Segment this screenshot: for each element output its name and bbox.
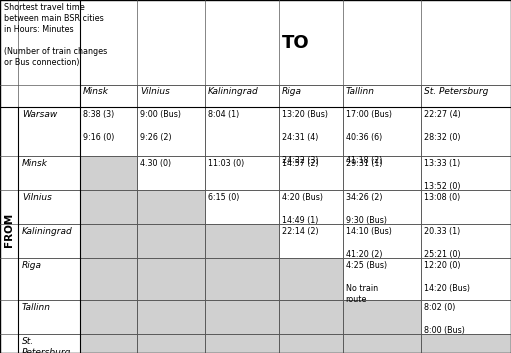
Bar — [421, 107, 511, 156]
Bar — [342, 85, 421, 107]
Text: 8:04 (1): 8:04 (1) — [207, 110, 239, 119]
Bar — [137, 107, 205, 156]
Text: Minsk: Minsk — [83, 87, 109, 96]
Bar — [137, 334, 205, 353]
Bar — [80, 224, 137, 258]
Bar — [18, 156, 80, 190]
Text: 13:33 (1)

13:52 (0): 13:33 (1) 13:52 (0) — [424, 159, 461, 191]
Text: 14:57 (2): 14:57 (2) — [282, 159, 319, 168]
Bar — [342, 190, 421, 224]
Bar — [342, 107, 421, 156]
Bar — [342, 258, 421, 300]
Bar — [205, 258, 279, 300]
Bar — [0, 107, 18, 353]
Bar — [80, 258, 137, 300]
Bar — [205, 334, 279, 353]
Text: 8:02 (0)

8:00 (Bus): 8:02 (0) 8:00 (Bus) — [424, 304, 465, 335]
Text: FROM: FROM — [4, 213, 14, 247]
Text: Kaliningrad: Kaliningrad — [22, 227, 73, 236]
Bar — [342, 224, 421, 258]
Bar — [205, 85, 279, 107]
Bar — [137, 190, 205, 224]
Text: 4:25 (Bus)

No train
route: 4:25 (Bus) No train route — [345, 261, 387, 304]
Text: 17:00 (Bus)

40:36 (6)

41:18 (2): 17:00 (Bus) 40:36 (6) 41:18 (2) — [345, 110, 391, 165]
Bar — [279, 190, 342, 224]
Bar — [18, 107, 80, 156]
Bar — [421, 334, 511, 353]
Bar — [421, 258, 511, 300]
Text: 8:38 (3)

9:16 (0): 8:38 (3) 9:16 (0) — [83, 110, 114, 142]
Bar — [279, 258, 342, 300]
Bar — [18, 224, 80, 258]
Bar — [80, 0, 511, 85]
Text: Vilnius: Vilnius — [140, 87, 170, 96]
Bar — [421, 300, 511, 334]
Bar — [279, 156, 342, 190]
Text: St. Petersburg: St. Petersburg — [424, 87, 489, 96]
Text: Riga: Riga — [282, 87, 302, 96]
Text: Shortest travel time
between main BSR cities
in Hours: Minutes

(Number of train: Shortest travel time between main BSR ci… — [4, 3, 107, 67]
Text: 29:31 (1): 29:31 (1) — [345, 159, 382, 168]
Text: Minsk: Minsk — [22, 159, 48, 168]
Bar — [342, 300, 421, 334]
Text: 22:14 (2): 22:14 (2) — [282, 227, 319, 236]
Text: 4:20 (Bus)

14:49 (1): 4:20 (Bus) 14:49 (1) — [282, 193, 323, 225]
Bar — [137, 300, 205, 334]
Bar — [279, 300, 342, 334]
Text: Warsaw: Warsaw — [22, 110, 57, 119]
Bar — [18, 258, 80, 300]
Text: 11:03 (0): 11:03 (0) — [207, 159, 244, 168]
Bar — [18, 300, 80, 334]
Bar — [18, 190, 80, 224]
Text: Riga: Riga — [22, 261, 42, 270]
Text: 12:20 (0)

14:20 (Bus): 12:20 (0) 14:20 (Bus) — [424, 261, 470, 293]
Bar — [80, 156, 137, 190]
Text: Tallinn: Tallinn — [345, 87, 375, 96]
Text: Vilnius: Vilnius — [22, 193, 52, 202]
Bar — [137, 85, 205, 107]
Bar — [80, 190, 137, 224]
Text: Tallinn: Tallinn — [22, 304, 51, 312]
Bar — [137, 156, 205, 190]
Bar — [137, 224, 205, 258]
Bar — [205, 107, 279, 156]
Bar — [279, 224, 342, 258]
Bar — [279, 334, 342, 353]
Bar — [0, 0, 80, 107]
Bar — [80, 334, 137, 353]
Text: 13:20 (Bus)

24:31 (4)

24:32 (3): 13:20 (Bus) 24:31 (4) 24:32 (3) — [282, 110, 328, 165]
Bar — [421, 224, 511, 258]
Text: 9:00 (Bus)

9:26 (2): 9:00 (Bus) 9:26 (2) — [140, 110, 181, 142]
Bar — [205, 300, 279, 334]
Bar — [279, 85, 342, 107]
Text: St.
Petersburg: St. Petersburg — [22, 337, 72, 353]
Text: TO: TO — [282, 34, 309, 52]
Bar — [80, 85, 137, 107]
Text: Kaliningrad: Kaliningrad — [207, 87, 259, 96]
Bar — [205, 156, 279, 190]
Bar — [421, 156, 511, 190]
Bar — [421, 85, 511, 107]
Text: 14:10 (Bus)

41:20 (2): 14:10 (Bus) 41:20 (2) — [345, 227, 391, 259]
Text: 13:08 (0): 13:08 (0) — [424, 193, 460, 202]
Bar — [137, 258, 205, 300]
Bar — [205, 224, 279, 258]
Text: 34:26 (2)

9:30 (Bus): 34:26 (2) 9:30 (Bus) — [345, 193, 386, 225]
Bar — [342, 156, 421, 190]
Bar — [18, 334, 80, 353]
Text: 4.30 (0): 4.30 (0) — [140, 159, 171, 168]
Bar — [421, 190, 511, 224]
Text: 22:27 (4)

28:32 (0): 22:27 (4) 28:32 (0) — [424, 110, 461, 142]
Text: 6:15 (0): 6:15 (0) — [207, 193, 239, 202]
Bar — [80, 107, 137, 156]
Text: 20.33 (1)

25:21 (0): 20.33 (1) 25:21 (0) — [424, 227, 461, 259]
Bar — [80, 300, 137, 334]
Bar — [342, 334, 421, 353]
Bar — [279, 107, 342, 156]
Bar — [205, 190, 279, 224]
